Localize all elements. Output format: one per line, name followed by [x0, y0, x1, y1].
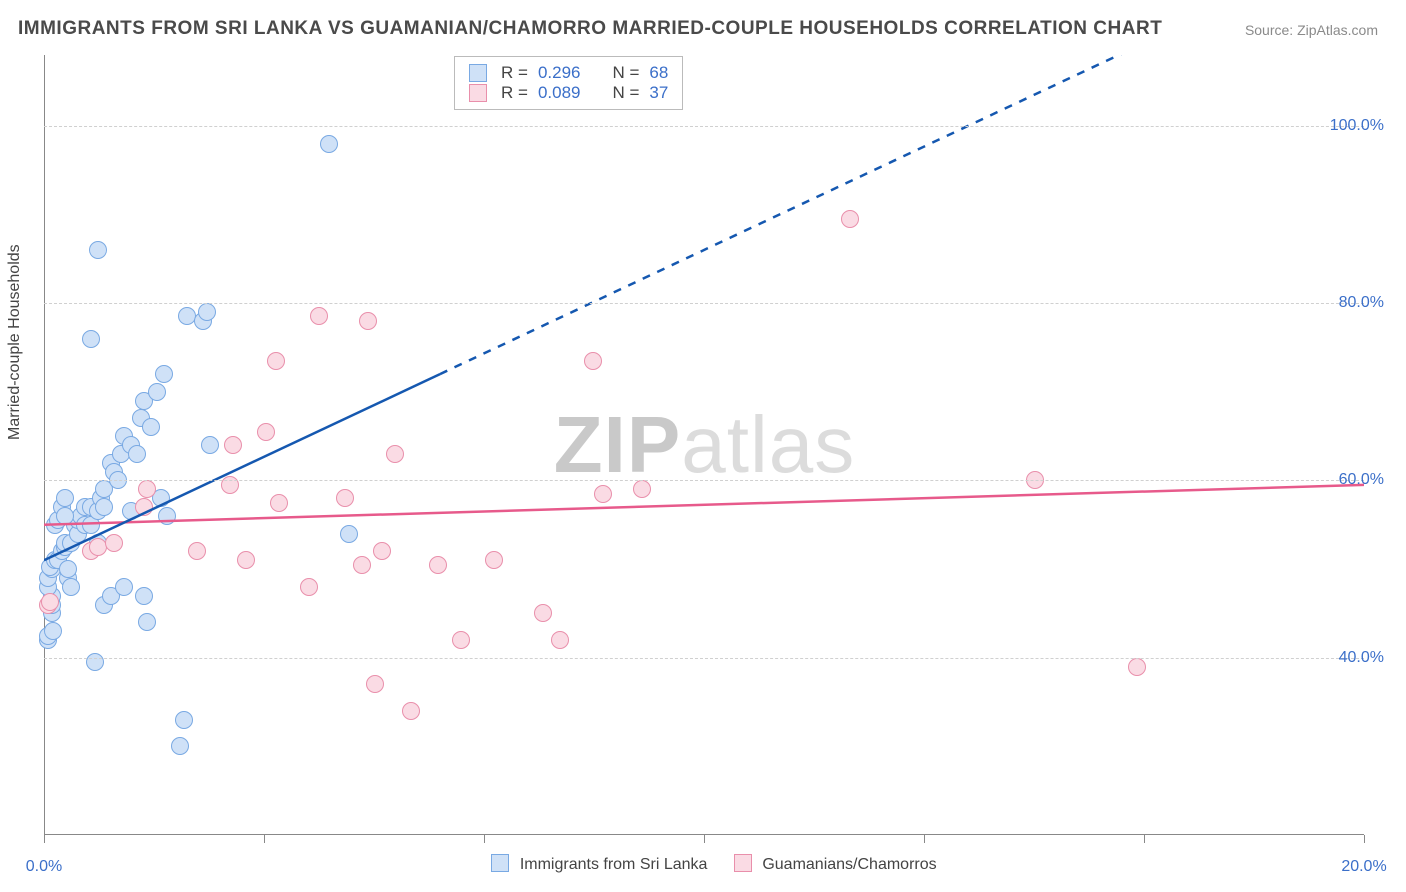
scatter-point-pink	[841, 210, 859, 228]
scatter-point-pink	[41, 593, 59, 611]
scatter-point-blue	[158, 507, 176, 525]
scatter-point-blue	[56, 507, 74, 525]
x-tick	[924, 835, 925, 843]
scatter-point-pink	[89, 538, 107, 556]
x-tick	[44, 835, 45, 843]
scatter-point-blue	[82, 330, 100, 348]
scatter-point-pink	[366, 675, 384, 693]
y-tick-label: 100.0%	[1330, 117, 1384, 135]
scatter-point-blue	[86, 653, 104, 671]
scatter-point-pink	[336, 489, 354, 507]
x-tick-label: 0.0%	[26, 858, 62, 876]
n-value: 68	[649, 63, 668, 83]
scatter-point-pink	[429, 556, 447, 574]
scatter-point-pink	[1128, 658, 1146, 676]
scatter-point-pink	[373, 542, 391, 560]
r-label: R =	[501, 63, 528, 83]
scatter-point-blue	[155, 365, 173, 383]
x-tick	[1144, 835, 1145, 843]
scatter-point-blue	[135, 587, 153, 605]
scatter-point-blue	[44, 622, 62, 640]
n-label: N =	[612, 63, 639, 83]
scatter-point-pink	[138, 480, 156, 498]
x-tick-label: 20.0%	[1341, 858, 1386, 876]
scatter-point-blue	[320, 135, 338, 153]
scatter-point-pink	[359, 312, 377, 330]
scatter-point-pink	[386, 445, 404, 463]
scatter-point-blue	[175, 711, 193, 729]
scatter-point-pink	[267, 352, 285, 370]
scatter-point-blue	[142, 418, 160, 436]
stats-row-pink: R = 0.089 N = 37	[469, 83, 668, 103]
scatter-point-blue	[340, 525, 358, 543]
scatter-point-blue	[178, 307, 196, 325]
scatter-point-pink	[584, 352, 602, 370]
scatter-point-pink	[402, 702, 420, 720]
scatter-point-blue	[62, 578, 80, 596]
stats-legend-box: R = 0.296 N = 68 R = 0.089 N = 37	[454, 56, 683, 110]
watermark-atlas: atlas	[681, 400, 855, 489]
scatter-point-pink	[534, 604, 552, 622]
grid-line	[44, 303, 1364, 304]
n-value: 37	[649, 83, 668, 103]
scatter-point-pink	[237, 551, 255, 569]
scatter-point-pink	[452, 631, 470, 649]
scatter-point-blue	[201, 436, 219, 454]
watermark: ZIPatlas	[554, 399, 855, 491]
grid-line	[44, 658, 1364, 659]
scatter-point-pink	[224, 436, 242, 454]
stats-row-blue: R = 0.296 N = 68	[469, 63, 668, 83]
swatch-pink-icon	[469, 84, 487, 102]
legend-label-pink: Guamanians/Chamorros	[762, 856, 936, 873]
scatter-point-blue	[138, 613, 156, 631]
chart-plot-area: ZIPatlas	[44, 55, 1364, 835]
grid-line	[44, 480, 1364, 481]
scatter-point-pink	[221, 476, 239, 494]
scatter-point-pink	[594, 485, 612, 503]
scatter-point-pink	[188, 542, 206, 560]
scatter-point-pink	[485, 551, 503, 569]
swatch-blue-icon	[491, 854, 509, 872]
r-label: R =	[501, 83, 528, 103]
grid-line	[44, 126, 1364, 127]
scatter-point-pink	[135, 498, 153, 516]
x-tick	[1364, 835, 1365, 843]
scatter-point-pink	[310, 307, 328, 325]
scatter-point-blue	[56, 489, 74, 507]
scatter-point-blue	[198, 303, 216, 321]
scatter-point-pink	[353, 556, 371, 574]
r-value: 0.089	[538, 83, 581, 103]
x-tick	[484, 835, 485, 843]
scatter-point-pink	[257, 423, 275, 441]
r-value: 0.296	[538, 63, 581, 83]
y-axis-label: Married-couple Households	[6, 244, 24, 440]
swatch-pink-icon	[734, 854, 752, 872]
swatch-blue-icon	[469, 64, 487, 82]
scatter-point-pink	[105, 534, 123, 552]
scatter-point-blue	[171, 737, 189, 755]
x-tick	[264, 835, 265, 843]
n-label: N =	[612, 83, 639, 103]
scatter-point-pink	[270, 494, 288, 512]
source-attribution: Source: ZipAtlas.com	[1245, 22, 1378, 38]
scatter-point-pink	[633, 480, 651, 498]
scatter-point-blue	[95, 498, 113, 516]
legend-label-blue: Immigrants from Sri Lanka	[520, 856, 708, 873]
scatter-point-blue	[115, 578, 133, 596]
bottom-legend: Immigrants from Sri Lanka Guamanians/Cha…	[0, 854, 1406, 874]
watermark-zip: ZIP	[554, 400, 681, 489]
scatter-point-blue	[89, 241, 107, 259]
scatter-point-blue	[128, 445, 146, 463]
scatter-point-pink	[300, 578, 318, 596]
y-tick-label: 60.0%	[1339, 471, 1384, 489]
scatter-point-pink	[551, 631, 569, 649]
source-link[interactable]: ZipAtlas.com	[1297, 22, 1378, 38]
scatter-point-blue	[59, 560, 77, 578]
y-tick-label: 40.0%	[1339, 649, 1384, 667]
chart-title: IMMIGRANTS FROM SRI LANKA VS GUAMANIAN/C…	[18, 18, 1162, 40]
scatter-point-blue	[148, 383, 166, 401]
y-tick-label: 80.0%	[1339, 294, 1384, 312]
x-tick	[704, 835, 705, 843]
source-prefix: Source:	[1245, 22, 1297, 38]
